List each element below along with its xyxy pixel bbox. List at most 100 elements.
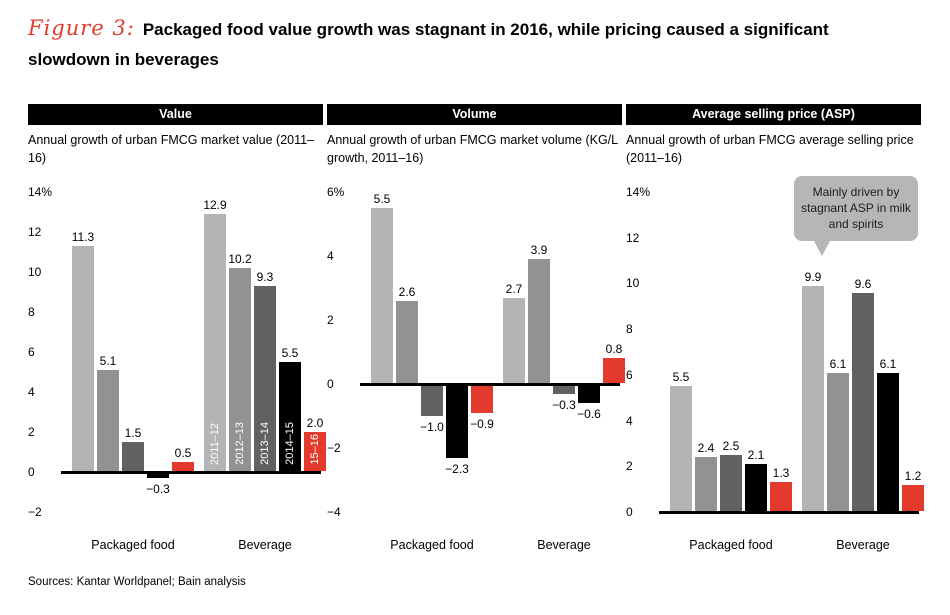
bar-value-label: 2.0 [306, 416, 324, 430]
bar-packaged-food-2011–12 [371, 208, 393, 383]
y-axis-tick-label: 6 [626, 367, 633, 382]
panel-subtitle-asp: Annual growth of urban FMCG average sell… [626, 133, 914, 165]
y-axis-tick-label: 8 [626, 322, 633, 337]
bar-packaged-food-15–16 [471, 386, 493, 413]
bar-packaged-food-15–16 [172, 462, 194, 471]
x-axis-line [61, 471, 321, 474]
bar-packaged-food-15–16 [770, 482, 792, 511]
bar-value-label: −0.9 [470, 416, 494, 431]
bar-packaged-food-2011–12 [670, 386, 692, 511]
bar-value-label: 9.9 [804, 269, 822, 284]
callout-pointer-icon [814, 240, 830, 256]
bar-value-label: 1.3 [772, 466, 790, 481]
bar-beverage-2013–14 [852, 292, 874, 511]
panel-subtitle-value: Annual growth of urban FMCG market value… [28, 133, 315, 165]
bar-beverage-2012–13 [528, 259, 550, 383]
bar-value-label: 1.5 [124, 426, 142, 440]
y-axis-tick-label: 0 [626, 505, 633, 519]
bar-packaged-food-2011–12 [72, 246, 94, 471]
y-axis-tick-label: 0 [327, 377, 334, 391]
panel-volume: Volume Annual growth of urban FMCG marke… [327, 104, 625, 573]
bar-year-label-wrap: 2012–13 [229, 268, 251, 471]
y-axis-tick-label: −4 [327, 505, 341, 519]
bar-year-label: 2014–15 [284, 422, 296, 465]
bar-beverage-2013–14 [254, 286, 276, 471]
volume-chart: 6% 4 2 0 −2 −4 5.5 2.6 −1.0 −2.3 −0.9 Packaged food… [327, 178, 625, 573]
bar-beverage-15–16 [603, 358, 625, 383]
bar-value-label: 1.2 [904, 468, 922, 483]
bar-value-label: 2.1 [747, 448, 765, 462]
bar-packaged-food-2012–13 [97, 370, 119, 471]
bar-value-label: −0.6 [577, 407, 601, 422]
panel-header-asp: Average selling price (ASP) [626, 104, 921, 125]
y-axis-tick-label: 6 [28, 345, 35, 359]
bar-beverage-2014–15 [279, 362, 301, 471]
bar-packaged-food-2014–15 [147, 474, 169, 478]
bar-year-label: 15–16 [309, 434, 321, 465]
bar-value-label: 6.1 [829, 356, 847, 371]
bar-year-label: 2013–14 [259, 422, 271, 465]
y-axis-tick-label: 4 [28, 385, 35, 399]
panel-value: Value Annual growth of urban FMCG market… [28, 104, 326, 573]
bar-packaged-food-2013–14 [421, 386, 443, 416]
bar-value-label: 5.1 [99, 354, 117, 368]
callout-text: Mainly driven by stagnant ASP in milk an… [794, 176, 918, 241]
bar-value-label: 5.5 [281, 346, 299, 360]
bar-beverage-15–16 [902, 484, 924, 511]
figure-title: Figure 3: Packaged food value growth was … [28, 12, 912, 73]
category-label: Packaged food [390, 538, 474, 552]
figure-title-text: Packaged food value growth was stagnant … [28, 20, 829, 69]
bar-beverage-2014–15 [877, 372, 899, 511]
y-axis-tick-label: 10 [626, 276, 640, 291]
value-chart: 14% 12 10 8 6 4 2 0 −2 11.3 5.1 1.5 −0.3 0.5 Packaged … [28, 178, 326, 573]
bar-beverage-2012–13 [229, 268, 251, 471]
y-axis-tick-label: −2 [327, 441, 341, 455]
bar-value-label: 2.6 [398, 284, 416, 299]
annotation-callout: Mainly driven by stagnant ASP in milk an… [794, 176, 918, 256]
bar-beverage-2012–13 [827, 372, 849, 511]
sources-note: Sources: Kantar Worldpanel; Bain analysi… [28, 576, 246, 588]
bar-value-label: 6.1 [879, 356, 897, 371]
asp-chart: Mainly driven by stagnant ASP in milk an… [626, 176, 924, 573]
bar-packaged-food-2013–14 [122, 442, 144, 471]
y-axis-tick-label: 14% [626, 185, 651, 199]
y-axis-tick-label: 12 [28, 225, 42, 239]
bar-value-label: 0.8 [605, 342, 623, 357]
bar-value-label: 0.5 [174, 446, 192, 460]
y-axis-tick-label: 2 [626, 459, 633, 474]
x-axis-line [659, 511, 919, 514]
bar-value-label: −2.3 [445, 461, 469, 476]
panel-header-volume: Volume [327, 104, 622, 125]
bar-year-label-wrap: 2013–14 [254, 286, 276, 471]
bar-year-label: 2012–13 [234, 422, 246, 465]
bar-value-label: 5.5 [373, 192, 391, 206]
y-axis-tick-label: 2 [327, 313, 334, 327]
bar-value-label: 11.3 [71, 230, 95, 244]
figure-number: Figure 3: [28, 16, 135, 40]
panel-header-value: Value [28, 104, 323, 125]
y-axis-tick-label: 10 [28, 265, 42, 279]
y-axis-tick-label: 6% [327, 185, 345, 199]
chart-panels: Value Annual growth of urban FMCG market… [28, 104, 924, 573]
bar-beverage-2011–12 [204, 214, 226, 471]
y-axis-tick-label: 8 [28, 305, 35, 319]
bar-packaged-food-2014–15 [446, 386, 468, 458]
category-label: Beverage [238, 538, 292, 552]
panel-subtitle-volume: Annual growth of urban FMCG market volum… [327, 133, 618, 165]
panel-asp: Average selling price (ASP) Annual growt… [626, 104, 924, 573]
bar-value-label: 3.9 [530, 243, 548, 258]
bar-value-label: 9.3 [256, 270, 274, 284]
bar-year-label: 2011–12 [209, 422, 221, 465]
bar-beverage-2011–12 [503, 297, 525, 383]
bar-packaged-food-2014–15 [745, 464, 767, 511]
bar-value-label: 12.9 [203, 198, 227, 212]
category-label: Packaged food [91, 538, 175, 552]
x-axis-line [360, 383, 620, 386]
bar-value-label: 2.7 [505, 281, 523, 296]
bar-packaged-food-2012–13 [396, 300, 418, 383]
bar-beverage-2011–12 [802, 285, 824, 511]
bar-value-label: 9.6 [854, 276, 872, 291]
category-label: Packaged food [689, 538, 773, 552]
bar-value-label: 10.2 [228, 252, 252, 266]
